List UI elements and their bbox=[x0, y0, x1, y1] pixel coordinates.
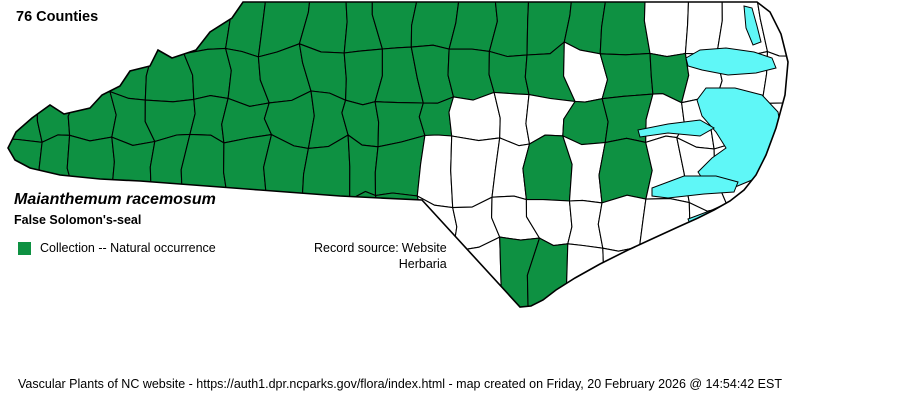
county-shape bbox=[63, 2, 121, 54]
county-shape bbox=[488, 50, 530, 96]
record-source-values: Website Herbaria bbox=[399, 240, 447, 272]
water-shape bbox=[651, 175, 739, 199]
county-shape bbox=[719, 206, 765, 252]
county-shape bbox=[791, 136, 837, 207]
county-shape bbox=[684, 2, 723, 57]
county-shape bbox=[8, 50, 39, 104]
record-source-value-2: Herbaria bbox=[398, 257, 447, 271]
legend: Collection -- Natural occurrence bbox=[18, 241, 216, 255]
state-outline bbox=[7, 1, 789, 308]
water-shape bbox=[685, 47, 777, 76]
county-shape bbox=[522, 134, 573, 202]
record-source-value-1: Website bbox=[401, 241, 447, 255]
species-scientific-name: Maianthemum racemosum bbox=[14, 191, 216, 208]
county-shape bbox=[448, 91, 501, 142]
occurrence-swatch-icon bbox=[18, 241, 31, 255]
legend-item-label: Collection -- Natural occurrence bbox=[40, 241, 216, 255]
county-shape bbox=[152, 2, 185, 55]
county-count-label: 76 Counties bbox=[16, 9, 99, 25]
county-shape bbox=[218, 241, 271, 307]
county-shape bbox=[30, 51, 76, 103]
county-shape bbox=[263, 243, 312, 307]
county-shape bbox=[597, 194, 647, 252]
county-shape bbox=[598, 137, 653, 204]
county-shape bbox=[180, 2, 231, 55]
county-shape bbox=[263, 202, 304, 253]
county-shape bbox=[795, 44, 839, 99]
county-shape bbox=[599, 2, 651, 56]
county-shape bbox=[795, 199, 845, 252]
water-shape bbox=[637, 119, 716, 138]
county-shape bbox=[447, 48, 495, 101]
county-shape bbox=[67, 91, 117, 142]
county-shape bbox=[418, 95, 455, 137]
county-shape bbox=[714, 236, 765, 307]
county-shape bbox=[111, 136, 156, 198]
water-shape bbox=[743, 5, 762, 46]
nc-county-map bbox=[7, 0, 845, 329]
county-shape bbox=[8, 241, 36, 307]
record-source-label: Record source: bbox=[314, 241, 399, 255]
county-shape bbox=[793, 0, 839, 56]
county-shape bbox=[791, 94, 837, 144]
county-shape bbox=[567, 199, 604, 249]
county-shape bbox=[106, 2, 156, 51]
record-source: Record source: Website Herbaria bbox=[314, 240, 447, 272]
county-shape bbox=[638, 243, 684, 307]
county-shape bbox=[751, 239, 788, 307]
county-shape bbox=[675, 236, 723, 307]
county-shape bbox=[225, 200, 268, 253]
county-shape bbox=[795, 242, 842, 329]
county-shape bbox=[756, 203, 788, 252]
county-shape bbox=[452, 236, 502, 307]
county-shape bbox=[643, 2, 690, 58]
footer-attribution: Vascular Plants of NC website - https://… bbox=[18, 377, 782, 391]
species-common-name: False Solomon's-seal bbox=[14, 213, 142, 227]
county-shape bbox=[565, 243, 608, 307]
county-shape bbox=[599, 52, 654, 100]
